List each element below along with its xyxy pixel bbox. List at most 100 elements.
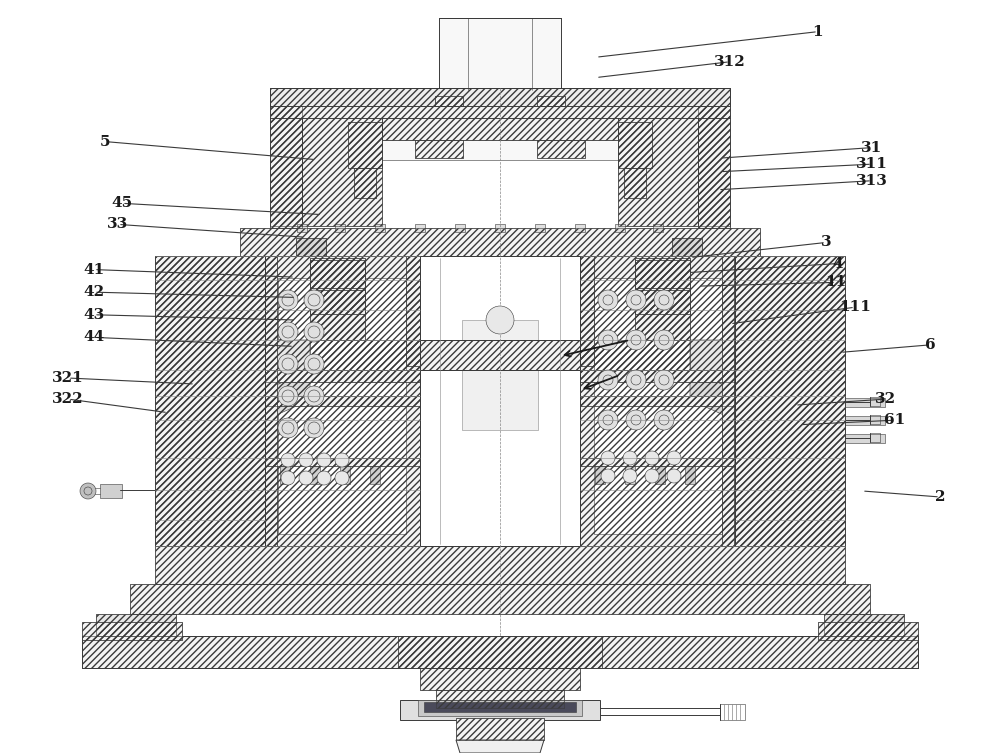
Bar	[82, 636, 918, 668]
Text: 33: 33	[107, 218, 129, 231]
Polygon shape	[456, 740, 544, 753]
Text: 5: 5	[100, 135, 110, 148]
Circle shape	[654, 410, 674, 430]
Bar	[495, 224, 505, 232]
Bar	[420, 668, 580, 690]
Text: 32: 32	[875, 392, 897, 406]
Bar	[735, 256, 845, 546]
Bar	[672, 238, 702, 256]
Circle shape	[304, 386, 324, 406]
Bar	[537, 140, 585, 158]
Bar	[420, 256, 580, 546]
Bar	[436, 690, 564, 708]
Bar	[270, 88, 730, 106]
Bar	[398, 636, 602, 668]
Bar	[296, 238, 326, 256]
Polygon shape	[690, 370, 735, 420]
Bar	[354, 168, 376, 198]
Circle shape	[626, 330, 646, 350]
Bar	[735, 256, 845, 546]
Bar	[382, 118, 618, 140]
Bar	[698, 118, 730, 228]
Bar	[615, 224, 625, 232]
Text: 321: 321	[52, 371, 84, 385]
Bar	[82, 636, 918, 668]
Text: 43: 43	[83, 308, 105, 322]
Bar	[720, 704, 745, 720]
Bar	[655, 466, 665, 484]
Text: 44: 44	[83, 331, 105, 344]
Bar	[420, 668, 580, 690]
Bar	[82, 636, 918, 668]
Bar	[580, 370, 735, 382]
Bar	[537, 140, 585, 158]
Circle shape	[623, 469, 637, 483]
Bar	[580, 396, 735, 406]
Circle shape	[598, 370, 618, 390]
Circle shape	[654, 370, 674, 390]
Bar	[310, 466, 320, 484]
Bar	[375, 224, 385, 232]
Bar	[618, 122, 652, 168]
Bar	[424, 702, 576, 712]
Bar	[155, 256, 265, 546]
Bar	[400, 700, 600, 720]
Bar	[270, 88, 730, 106]
Circle shape	[278, 322, 298, 342]
Bar	[310, 260, 365, 288]
Bar	[418, 700, 582, 716]
Bar	[155, 546, 845, 584]
Text: 311: 311	[856, 157, 888, 171]
Text: 313: 313	[856, 174, 888, 187]
Circle shape	[645, 469, 659, 483]
Bar	[265, 256, 277, 546]
Bar	[302, 118, 382, 226]
Bar	[845, 398, 885, 407]
Bar	[265, 370, 420, 382]
Text: 2: 2	[935, 490, 945, 504]
Bar	[82, 622, 182, 640]
Circle shape	[667, 451, 681, 465]
Text: 312: 312	[714, 55, 746, 69]
Circle shape	[278, 418, 298, 438]
Bar	[845, 434, 885, 443]
Bar	[296, 238, 326, 256]
Bar	[310, 290, 365, 314]
Bar	[685, 466, 695, 484]
Circle shape	[278, 386, 298, 406]
Polygon shape	[265, 370, 310, 420]
Bar	[698, 106, 730, 226]
Bar	[435, 96, 463, 106]
Polygon shape	[265, 340, 310, 390]
Bar	[100, 484, 122, 498]
Bar	[155, 256, 265, 546]
Circle shape	[335, 453, 349, 467]
Bar	[824, 614, 904, 636]
Circle shape	[598, 290, 618, 310]
Bar	[310, 290, 365, 314]
Bar	[415, 140, 463, 158]
Bar	[575, 224, 585, 232]
Text: 45: 45	[111, 197, 133, 210]
Bar	[580, 256, 735, 546]
Bar	[398, 636, 602, 668]
Bar	[96, 614, 176, 636]
Bar	[310, 340, 690, 370]
Circle shape	[645, 451, 659, 465]
Bar	[635, 258, 690, 340]
Circle shape	[304, 418, 324, 438]
Bar	[580, 458, 735, 466]
Bar	[270, 118, 302, 228]
Circle shape	[601, 451, 615, 465]
Bar	[537, 96, 565, 106]
Bar	[240, 228, 760, 256]
Circle shape	[317, 453, 331, 467]
Bar	[698, 118, 730, 228]
Bar	[310, 258, 365, 340]
Circle shape	[304, 290, 324, 310]
Bar	[130, 584, 870, 614]
Circle shape	[281, 453, 295, 467]
Bar	[310, 258, 365, 340]
Circle shape	[598, 410, 618, 430]
Bar	[265, 458, 420, 466]
